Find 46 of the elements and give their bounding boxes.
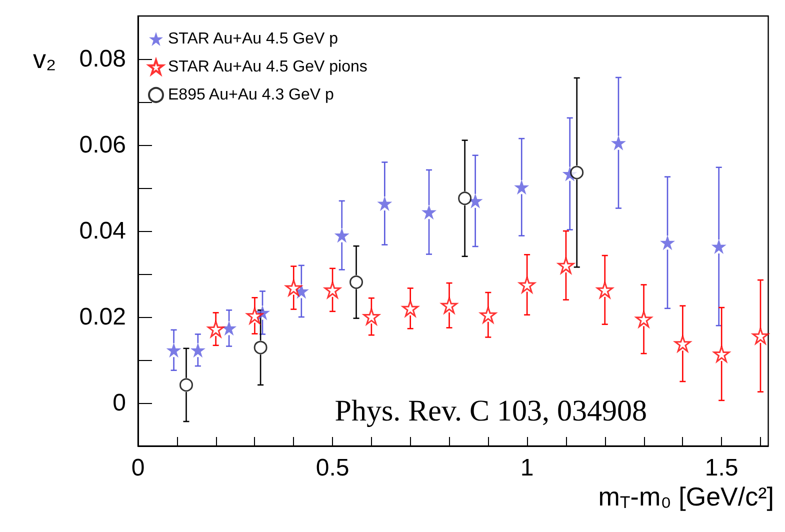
annotation: Phys. Rev. C 103, 034908 — [334, 394, 648, 428]
point — [518, 276, 536, 293]
point — [334, 228, 350, 243]
x-tick-label: 1.5 — [704, 454, 738, 482]
x-tick-label: 0 — [131, 454, 145, 482]
point — [636, 310, 652, 328]
point — [208, 320, 224, 338]
point — [246, 307, 263, 324]
point — [480, 306, 496, 324]
y-axis-title: v₂ — [33, 44, 56, 74]
point — [377, 196, 392, 211]
point — [596, 282, 614, 298]
legend-label: E895 Au+Au 4.3 GeV p — [168, 86, 334, 104]
point — [660, 235, 676, 250]
y-tick-label: 0.02 — [79, 304, 126, 330]
point — [285, 280, 302, 296]
point — [711, 238, 726, 254]
point — [458, 192, 472, 206]
point — [190, 342, 206, 358]
point — [468, 193, 483, 208]
x-tick-label: 0.5 — [316, 454, 350, 482]
x-axis-title: mT-m₀ [GeV/c²] — [598, 482, 774, 512]
point — [402, 300, 419, 317]
point — [254, 340, 268, 354]
point — [570, 166, 584, 180]
point — [440, 297, 458, 314]
point — [166, 342, 182, 358]
point — [514, 180, 530, 195]
x-tick-label: 1 — [520, 454, 534, 482]
y-tick-label: 0.04 — [79, 218, 126, 244]
point — [752, 328, 769, 344]
point — [363, 308, 380, 325]
point — [558, 257, 574, 274]
legend-label: STAR Au+Au 4.5 GeV pions — [168, 58, 368, 76]
point — [222, 320, 237, 336]
point — [422, 204, 437, 220]
point — [180, 378, 193, 392]
point — [610, 135, 626, 150]
y-tick-label: 0 — [112, 390, 126, 416]
y-tick-label: 0.08 — [79, 46, 126, 72]
y-tick-label: 0.06 — [79, 132, 126, 158]
point — [713, 346, 730, 362]
point — [324, 282, 341, 298]
point — [674, 335, 691, 352]
point — [350, 275, 364, 289]
legend-label: STAR Au+Au 4.5 GeV p — [168, 30, 338, 48]
